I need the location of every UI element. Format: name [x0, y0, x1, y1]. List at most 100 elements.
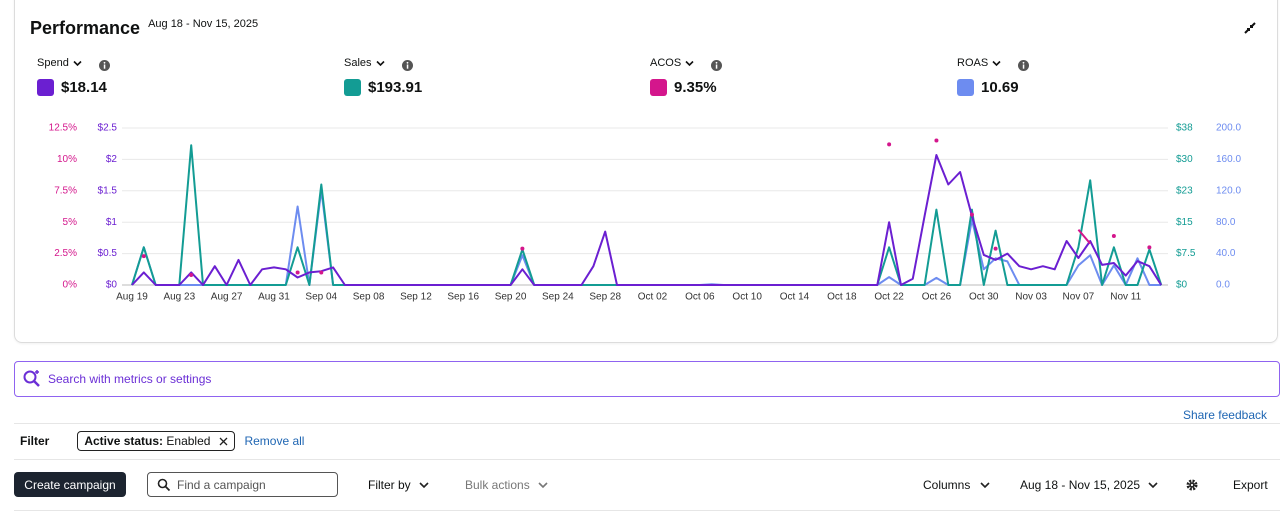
metric-value: 10.69	[981, 79, 1019, 96]
y-tick-label: 200.0	[1216, 123, 1241, 134]
share-feedback[interactable]: Share feedback	[1182, 408, 1267, 422]
x-tick-label: Sep 08	[353, 292, 385, 303]
y-tick-label: 40.0	[1216, 248, 1236, 259]
data-point	[295, 270, 300, 275]
title: Performance	[30, 17, 141, 38]
header: Performance Aug 18 - Nov 15, 2025	[30, 17, 258, 39]
x-tick-label: Aug 27	[211, 292, 243, 303]
data-point	[141, 254, 146, 259]
label: Filter by	[368, 478, 411, 492]
y-tick-label: $0	[1176, 280, 1188, 291]
separator	[14, 459, 1280, 460]
data-point	[189, 272, 194, 277]
x-tick-label: Sep 12	[400, 292, 432, 303]
y-tick-label: 0.0	[1216, 280, 1230, 291]
series-line	[131, 154, 1163, 286]
metric-swatch	[344, 79, 361, 96]
chip-key: Active status:	[84, 434, 164, 448]
collapse-icon[interactable]	[1243, 21, 1257, 35]
metric-label[interactable]: Spend	[37, 56, 237, 72]
metric: ACOS 9.35%	[650, 56, 850, 96]
y-tick-label: $1.5	[98, 185, 118, 196]
date-picker[interactable]: Aug 18 - Nov 15, 2025	[1020, 478, 1158, 492]
metric-value: $193.91	[368, 79, 423, 96]
info-icon[interactable]	[401, 59, 414, 72]
metric-label[interactable]: ROAS	[957, 56, 1157, 72]
x-tick-label: Sep 24	[542, 292, 574, 303]
info-icon[interactable]	[98, 59, 111, 72]
label: Bulk actions	[465, 478, 530, 492]
columns[interactable]: Columns	[923, 478, 990, 492]
search-bar[interactable]: Search with metrics or settings	[14, 361, 1280, 397]
x-tick-label: Oct 18	[827, 292, 857, 303]
magnifier	[157, 478, 171, 491]
x-tick-label: Nov 03	[1015, 292, 1047, 303]
settings-icon[interactable]	[1186, 479, 1198, 491]
chevron	[73, 60, 82, 66]
data-point	[993, 246, 998, 251]
y-tick-label: 7.5%	[54, 185, 77, 196]
metric: ROAS 10.69	[957, 56, 1157, 96]
y-tick-label: 120.0	[1216, 185, 1241, 196]
x-tick-label: Oct 14	[780, 292, 810, 303]
metric-value-row: $18.14	[37, 79, 237, 96]
filter-chip[interactable]: Active status: Enabled	[77, 431, 236, 451]
y-tick-label: 10%	[57, 154, 77, 165]
chart: $0 $0.5 $1 $1.5 $2 $2.5 $0 $7.5 $15 $23 $30 $38 0% 2.…	[49, 123, 1242, 303]
separator	[14, 510, 1280, 511]
x-tick-label: Oct 10	[732, 292, 762, 303]
series-line	[131, 144, 1163, 286]
x-tick-label: Oct 26	[922, 292, 952, 303]
y-tick-label: $0	[106, 280, 118, 291]
metric-value: $18.14	[61, 79, 107, 96]
x-tick-label: Oct 22	[874, 292, 904, 303]
performance-card	[14, 0, 1278, 343]
data-point	[1147, 245, 1152, 250]
chevron	[538, 482, 548, 489]
remove-all[interactable]: Remove all	[244, 434, 305, 448]
find-campaign-input[interactable]: Find a campaign	[147, 472, 338, 497]
y-tick-label: $30	[1176, 154, 1193, 165]
export[interactable]: Export	[1233, 478, 1268, 492]
y-tick-label: $2	[106, 154, 118, 165]
data-point	[934, 138, 939, 143]
metric-name: Spend	[37, 57, 69, 69]
metric-value-row: $193.91	[344, 79, 544, 96]
x-tick-label: Sep 28	[589, 292, 621, 303]
create-campaign-button[interactable]: Create campaign	[14, 472, 126, 497]
date-range: Aug 18 - Nov 15, 2025	[148, 18, 259, 30]
x-tick-label: Sep 04	[305, 292, 337, 303]
chevron	[980, 482, 990, 489]
metric-label[interactable]: ACOS	[650, 56, 850, 72]
info-icon[interactable]	[710, 59, 723, 72]
filter-by[interactable]: Filter by	[368, 478, 429, 492]
metric-swatch	[37, 79, 54, 96]
search-placeholder: Search with metrics or settings	[48, 372, 212, 386]
metric-value-row: 10.69	[957, 79, 1157, 96]
y-tick-label: $0.5	[98, 248, 118, 259]
metric-label[interactable]: Sales	[344, 56, 544, 72]
data-point	[969, 212, 974, 217]
info-icon[interactable]	[1017, 59, 1030, 72]
x-tick-label: Aug 19	[116, 292, 148, 303]
y-tick-label: $15	[1176, 217, 1193, 228]
metric-value-row: 9.35%	[650, 79, 850, 96]
x-tick-label: Oct 02	[638, 292, 668, 303]
input-placeholder: Find a campaign	[177, 477, 266, 492]
chevron	[685, 60, 694, 66]
metric-name: ACOS	[650, 57, 682, 69]
y-tick-label: 2.5%	[54, 248, 77, 259]
bulk-actions[interactable]: Bulk actions	[465, 478, 548, 492]
data-point	[319, 270, 324, 275]
chip-close[interactable]	[219, 437, 228, 446]
y-tick-label: 12.5%	[49, 123, 77, 134]
filter-label: Filter	[20, 434, 50, 448]
chevron	[992, 60, 1001, 66]
y-tick-label: $2.5	[98, 123, 118, 134]
x-tick-label: Oct 06	[685, 292, 715, 303]
chip-value: Enabled	[166, 434, 211, 448]
y-tick-label: $38	[1176, 123, 1193, 134]
metric-value: 9.35%	[674, 79, 717, 96]
x-tick-label: Nov 11	[1110, 292, 1141, 303]
data-point	[1111, 234, 1116, 239]
